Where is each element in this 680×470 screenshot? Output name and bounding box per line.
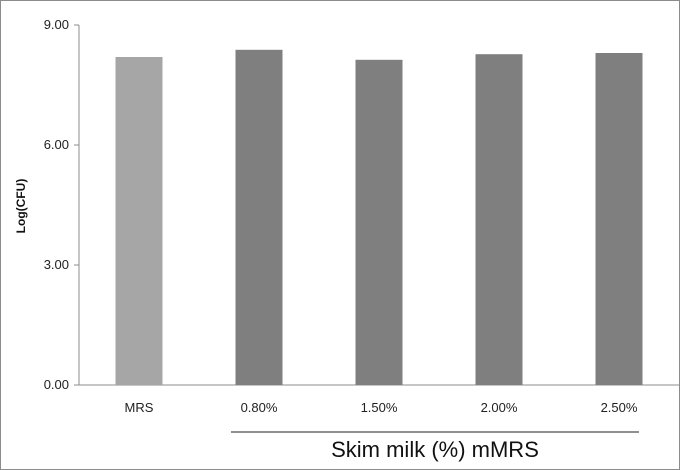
group-label: Skim milk (%) mMRS — [331, 437, 539, 462]
x-tick-label: MRS — [125, 400, 154, 415]
bars — [115, 49, 643, 386]
y-axis-label: Log(CFU) — [14, 179, 28, 234]
y-axis — [74, 24, 80, 386]
x-tick-label: 1.50% — [361, 400, 398, 415]
y-tick-label: 6.00 — [44, 137, 69, 152]
bar — [235, 49, 283, 386]
category-labels: MRS 0.80% 1.50% 2.00% 2.50% — [125, 400, 638, 415]
y-tick-label: 9.00 — [44, 17, 69, 32]
y-tick-label: 3.00 — [44, 257, 69, 272]
bar — [115, 57, 163, 385]
bar — [595, 53, 643, 385]
bar — [475, 54, 523, 385]
bar — [355, 59, 403, 386]
x-tick-label: 0.80% — [241, 400, 278, 415]
x-tick-label: 2.50% — [601, 400, 638, 415]
y-tick-labels: 0.00 3.00 6.00 9.00 — [44, 17, 69, 392]
x-tick-label: 2.00% — [481, 400, 518, 415]
y-tick-label: 0.00 — [44, 377, 69, 392]
